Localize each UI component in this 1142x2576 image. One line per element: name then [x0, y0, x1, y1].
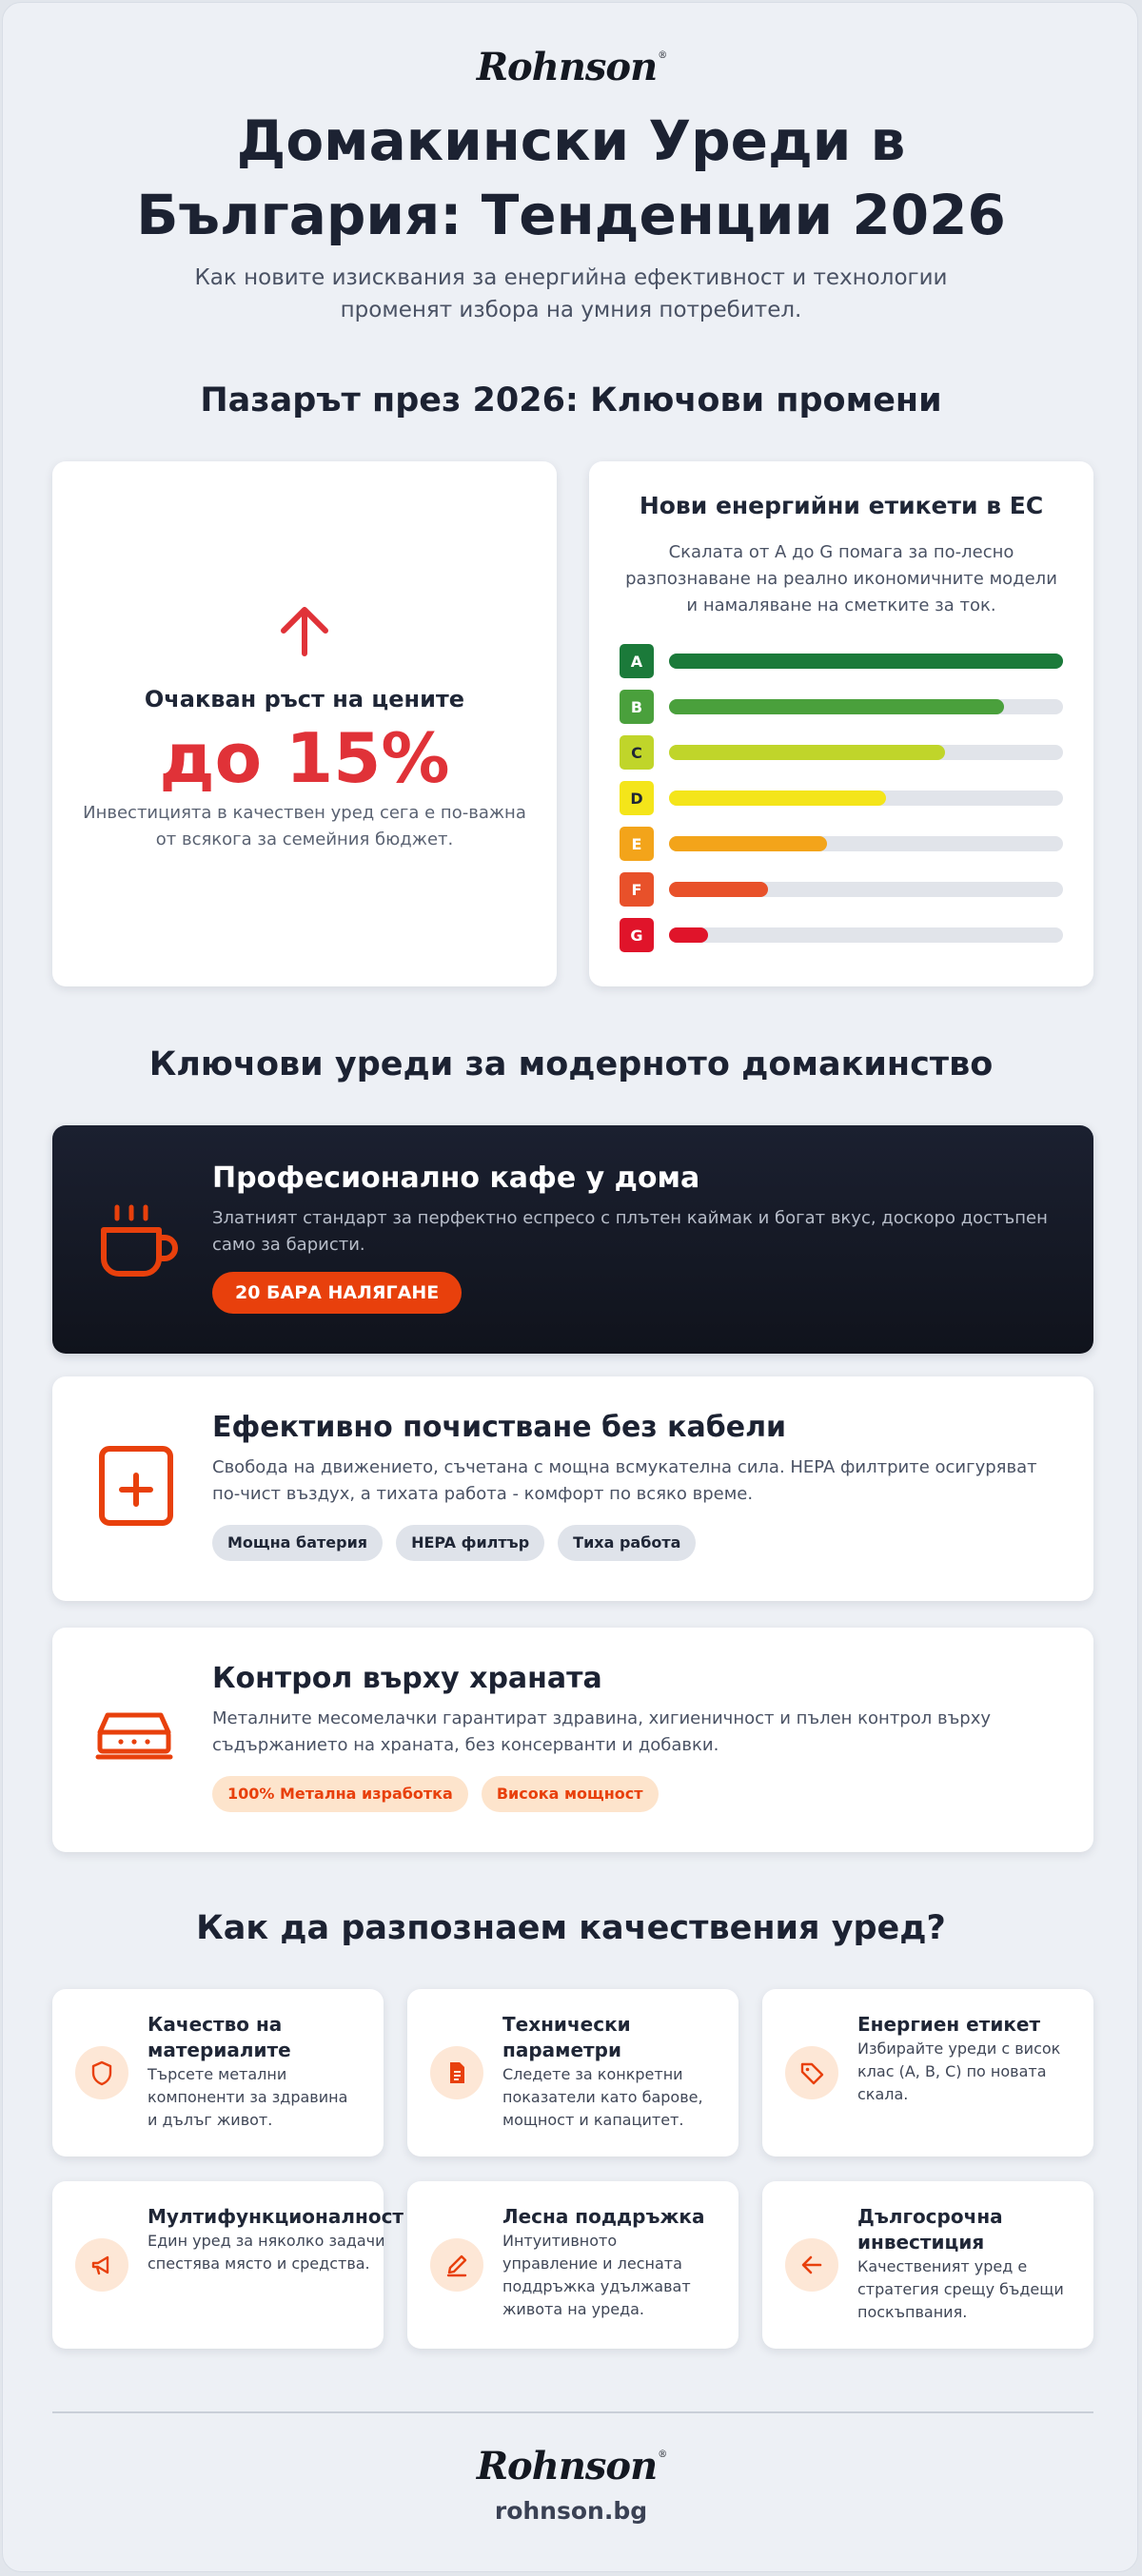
appliance-card-grinder: Контрол върху храната Металните месомела…: [52, 1628, 1093, 1852]
appliance-desc: Свобода на движението, съчетана с мощна …: [212, 1457, 1037, 1504]
energy-label-desc: Скалата от A до G помага за по-лесно раз…: [625, 542, 1057, 615]
shield-icon: [75, 2046, 128, 2099]
energy-class-badge: E: [620, 827, 654, 861]
appliance-title: Ефективно почистване без кабели: [212, 1411, 787, 1444]
arrow-up-icon: [276, 602, 333, 659]
quality-tip-body: Лесна поддръжка Интуитивното управление и …: [502, 2204, 731, 2321]
tag-hepa: HEPA филтър: [396, 1525, 545, 1561]
tag-pressure: 20 БАРА НАЛЯГАНЕ: [212, 1272, 463, 1314]
appliance-card-vacuum: Ефективно почистване без кабели Свобода …: [52, 1376, 1093, 1601]
energy-class-track: [669, 654, 1063, 669]
energy-class-track: [669, 699, 1063, 714]
quality-tip-title: Технически параметри: [502, 2013, 631, 2061]
footer-divider: [52, 2411, 1093, 2413]
meat-grinder-icon: [94, 1708, 174, 1765]
energy-class-bar: [669, 836, 827, 851]
energy-class-badge: A: [620, 644, 654, 678]
quality-tip-body: Дългосрочна инвестиция Качественият уред е…: [857, 2204, 1086, 2324]
quality-tip-title: Дългосрочна инвестиция: [857, 2205, 1003, 2254]
website-link[interactable]: rohnson.bg: [494, 2497, 648, 2525]
tag-icon: [785, 2046, 838, 2099]
appliance-title: Професионално кафе у дома: [212, 1161, 700, 1195]
energy-class-bar: [669, 699, 1004, 714]
appliance-desc: Златният стандарт за перфектно еспресо с…: [212, 1208, 1048, 1255]
quality-tip-card: Енергиен етикет Избирайте уреди с висок кл…: [762, 1989, 1093, 2156]
quality-tip-card: Технически параметри Следете за конкретни п…: [407, 1989, 738, 2156]
arrow-left-icon: [785, 2238, 838, 2292]
coffee-cup-icon: [90, 1192, 186, 1287]
quality-tip-body: Технически параметри Следете за конкретни п…: [502, 2012, 731, 2132]
quality-tip-card: Мултифункционалност Един уред за няколко …: [52, 2181, 404, 2349]
energy-class-bar: [669, 882, 768, 897]
quality-tip-body: Мултифункционалност Един уред за няколко …: [148, 2204, 404, 2275]
quality-tip-desc: Избирайте уреди с висок клас (A, B, C) по…: [857, 2039, 1061, 2103]
plus-square-icon: [94, 1443, 180, 1529]
megaphone-icon: [75, 2238, 128, 2292]
quality-tip-title: Качество на материалите: [148, 2013, 291, 2061]
quality-tip-desc: Интуитивното управление и лесната поддръжк…: [502, 2232, 691, 2318]
pencil-icon: [430, 2238, 483, 2292]
price-growth-card: Очакван ръст на цените до 15% Инвестиция…: [52, 461, 557, 986]
quality-tip-title: Енергиен етикет: [857, 2013, 1041, 2036]
quality-tip-desc: Търсете метални компоненти за здравина и д…: [148, 2065, 348, 2129]
tag-power: Висока мощност: [481, 1776, 659, 1812]
quality-tip-desc: Следете за конкретни показатели като баро…: [502, 2065, 703, 2129]
energy-label-card: Нови енергийни етикети в ЕС Скалата от A…: [589, 461, 1093, 986]
appliance-desc: Металните месомелачки гарантират здравин…: [212, 1708, 992, 1755]
energy-class-badge: C: [620, 735, 654, 770]
quality-tip-card: Лесна поддръжка Интуитивното управление и …: [407, 2181, 738, 2349]
energy-class-bar: [669, 790, 886, 806]
energy-class-track: [669, 745, 1063, 760]
market-heading: Пазарът през 2026: Ключови промени: [200, 381, 942, 420]
document-icon: [430, 2046, 483, 2099]
appliance-tags: 20 БАРА НАЛЯГАНЕ: [212, 1272, 475, 1314]
energy-class-bar: [669, 745, 945, 760]
energy-class-track: [669, 927, 1063, 943]
appliance-card-coffee: Професионално кафе у дома Златният станд…: [52, 1125, 1093, 1354]
price-growth-label: Очакван ръст на цените: [144, 686, 465, 712]
energy-class-badge: G: [620, 918, 654, 952]
energy-class-track: [669, 882, 1063, 897]
appliance-tags: Мощна батерия HEPA филтър Тиха работа: [212, 1525, 709, 1561]
appliance-tags: 100% Метална изработка Висока мощност: [212, 1776, 672, 1812]
quality-tip-desc: Един уред за няколко задачи спестява мяст…: [148, 2232, 385, 2273]
energy-class-bar: [669, 927, 708, 943]
quality-tip-desc: Качественият уред е стратегия срещу бъдещ…: [857, 2257, 1064, 2321]
appliance-title: Контрол върху храната: [212, 1662, 602, 1695]
energy-class-bar: [669, 654, 1063, 669]
quality-tip-card: Качество на материалите Търсете метални ком…: [52, 1989, 384, 2156]
brand-logo-top: Rohnson®: [476, 45, 667, 89]
energy-class-track: [669, 790, 1063, 806]
quality-tip-title: Лесна поддръжка: [502, 2205, 705, 2228]
page-title: Домакински Уреди в България: Тенденции 2…: [136, 108, 1006, 247]
energy-class-badge: F: [620, 872, 654, 907]
energy-label-title: Нови енергийни етикети в ЕС: [639, 492, 1044, 519]
brand-logo-bottom: Rohnson®: [476, 2444, 667, 2488]
energy-class-badge: B: [620, 690, 654, 724]
appliances-heading: Ключови уреди за модерното домакинство: [148, 1045, 994, 1083]
page-subtitle: Как новите изисквания за енергийна ефект…: [194, 265, 948, 322]
tag-metal: 100% Метална изработка: [212, 1776, 468, 1812]
quality-tip-body: Енергиен етикет Избирайте уреди с висок кл…: [857, 2012, 1086, 2106]
price-growth-desc: Инвестицията в качествен уред сега е по-…: [83, 803, 526, 849]
tag-quiet: Тиха работа: [558, 1525, 697, 1561]
price-growth-value: до 15%: [159, 718, 450, 798]
quality-tip-body: Качество на материалите Търсете метални ком…: [148, 2012, 376, 2132]
quality-tip-card: Дългосрочна инвестиция Качественият уред е…: [762, 2181, 1093, 2349]
energy-class-track: [669, 836, 1063, 851]
tag-battery: Мощна батерия: [212, 1525, 384, 1561]
quality-heading: Как да разпознаем качествения уред?: [196, 1909, 946, 1947]
quality-tip-title: Мултифункционалност: [148, 2205, 404, 2228]
energy-class-badge: D: [620, 781, 654, 815]
